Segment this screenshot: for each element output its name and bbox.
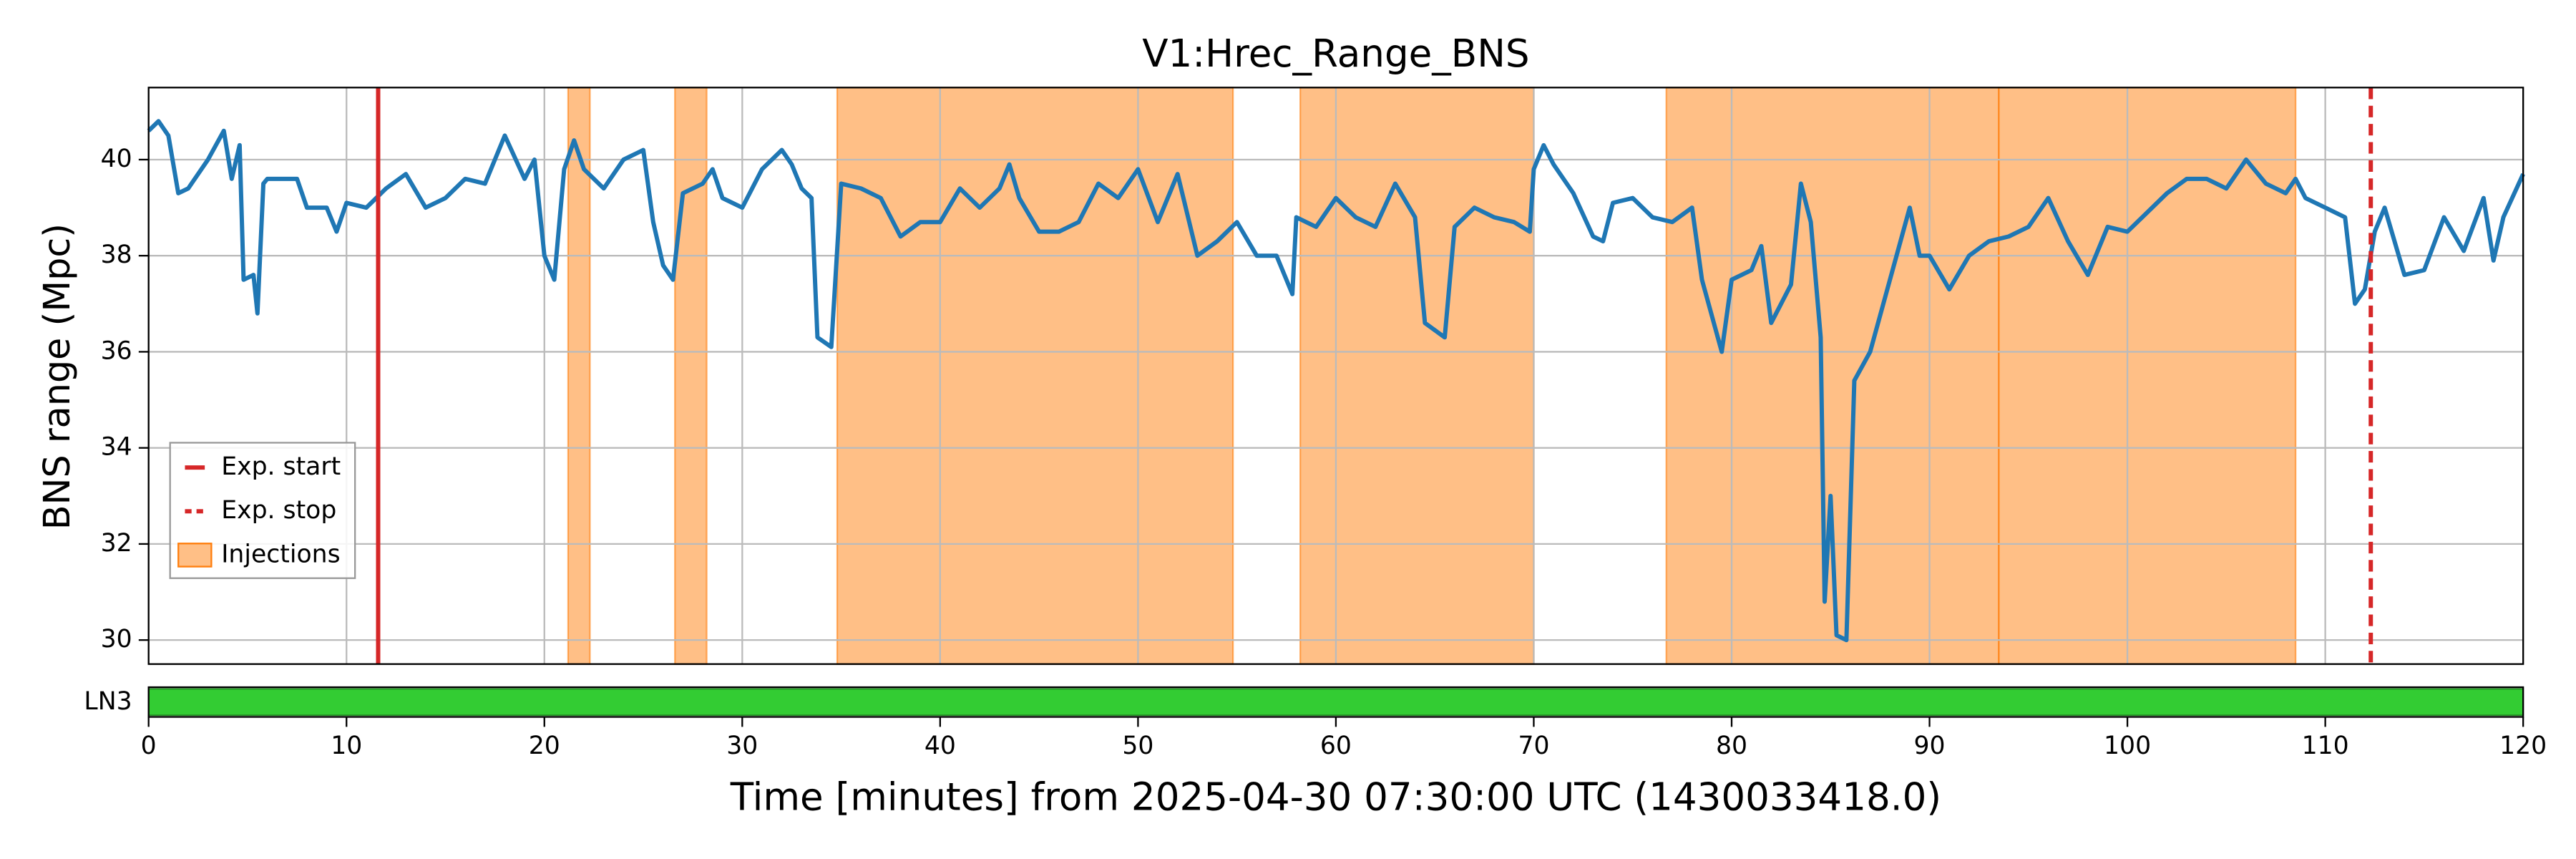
legend-label: Injections	[221, 540, 340, 568]
y-axis-label: BNS range (Mpc)	[36, 223, 78, 530]
y-tick-label: 30	[101, 625, 132, 654]
x-tick-label: 10	[331, 732, 362, 760]
x-tick-label: 120	[2499, 732, 2547, 760]
y-tick-label: 32	[101, 529, 132, 558]
x-tick-label: 90	[1914, 732, 1946, 760]
y-tick-label: 38	[101, 241, 132, 269]
x-tick-label: 30	[726, 732, 758, 760]
x-tick-label: 40	[924, 732, 956, 760]
y-tick-label: 36	[101, 336, 132, 365]
legend-label: Exp. stop	[221, 496, 336, 525]
x-axis-label: Time [minutes] from 2025-04-30 07:30:00 …	[730, 775, 1941, 820]
y-tick-label: 40	[101, 145, 132, 173]
chart-title: V1:Hrec_Range_BNS	[1142, 31, 1529, 76]
x-tick-label: 100	[2104, 732, 2151, 760]
x-tick-label: 0	[141, 732, 157, 760]
x-tick-label: 50	[1122, 732, 1153, 760]
row-label: LN3	[84, 687, 132, 716]
y-tick-label: 34	[101, 433, 132, 462]
legend-label: Exp. start	[221, 452, 341, 481]
x-tick-label: 80	[1716, 732, 1747, 760]
x-tick-label: 110	[2302, 732, 2349, 760]
injection-span	[836, 87, 1234, 665]
x-tick-label: 60	[1320, 732, 1352, 760]
x-tick-label: 70	[1518, 732, 1549, 760]
injection-span	[1299, 87, 1535, 665]
injection-span	[674, 87, 708, 665]
injection-span	[1998, 87, 2297, 665]
plot-frame	[147, 87, 2524, 665]
legend-swatch	[177, 543, 213, 568]
data-line	[147, 119, 2525, 643]
x-tick-label: 20	[529, 732, 560, 760]
segment	[147, 688, 2524, 717]
